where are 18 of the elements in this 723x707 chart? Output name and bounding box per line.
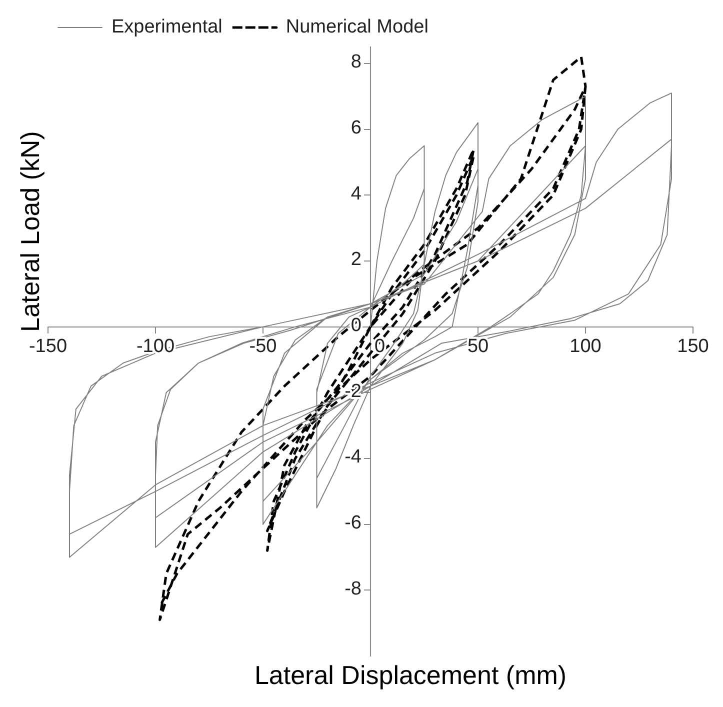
x-axis-title: Lateral Displacement (mm) bbox=[254, 660, 567, 690]
y-tick-label: -8 bbox=[344, 578, 362, 600]
x-tick-label: 150 bbox=[677, 336, 709, 358]
x-tick-label: -100 bbox=[136, 336, 175, 358]
y-tick-label: 6 bbox=[350, 118, 362, 139]
x-tick-label: -150 bbox=[28, 336, 68, 358]
y-tick-label: 8 bbox=[350, 52, 362, 73]
legend-label: Experimental bbox=[112, 16, 222, 38]
y-tick-label: -2 bbox=[344, 380, 362, 402]
y-tick-label: 4 bbox=[350, 183, 362, 204]
x-tick-label: -50 bbox=[249, 336, 277, 358]
legend-label: Numerical Model bbox=[286, 16, 428, 38]
y-tick-label: -4 bbox=[344, 446, 362, 468]
x-tick-label: 50 bbox=[467, 336, 489, 358]
y-tick-label: -6 bbox=[344, 512, 362, 534]
y-axis-title: Lateral Load (kN) bbox=[15, 131, 46, 332]
y-tick-label: 2 bbox=[350, 249, 362, 270]
x-tick-label: 100 bbox=[570, 336, 602, 358]
